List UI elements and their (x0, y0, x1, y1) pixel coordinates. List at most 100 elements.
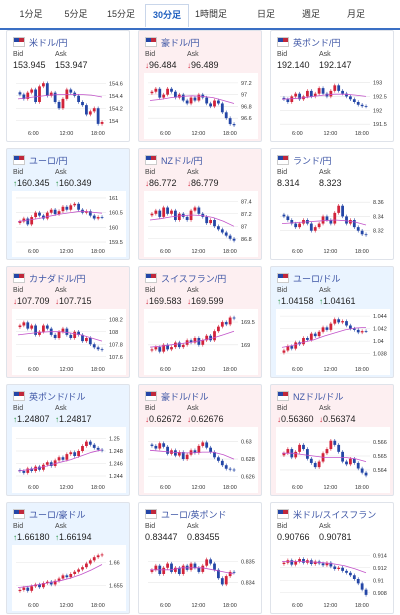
candle (18, 325, 22, 328)
pair-name[interactable]: カナダドル/円 (29, 273, 86, 284)
candle (364, 106, 368, 107)
pair-header[interactable]: スイスフラン/円 (145, 272, 226, 284)
pair-header[interactable]: NZドル/円 (145, 154, 203, 166)
price-chart[interactable]: 1.25 1.248 1.246 1.244 6:00 12:00 18:00 (12, 427, 126, 493)
pair-header[interactable]: ユーロ/英ポンド (145, 508, 227, 520)
pair-header[interactable]: ユーロ/ドル (277, 272, 341, 284)
pair-name[interactable]: ユーロ/ドル (293, 273, 341, 284)
pair-name[interactable]: NZドル/円 (161, 155, 203, 166)
candle (282, 453, 286, 456)
pair-name[interactable]: 米ドル/円 (29, 37, 68, 48)
pair-header[interactable]: カナダドル/円 (13, 272, 86, 284)
bid-value: 192.140 (277, 60, 310, 70)
up-arrow-icon: ↑ (55, 533, 59, 542)
price-chart[interactable]: 0.835 0.834 6:00 12:00 18:00 (144, 545, 258, 611)
pair-name[interactable]: 英ポンド/円 (293, 37, 341, 48)
candle (26, 322, 30, 329)
rate-card[interactable]: 米ドル/円 Bid Ask 153.945 153.947 154.6 154.4 154.2… (6, 30, 130, 142)
bid-label: Bid (13, 169, 24, 176)
candle (162, 443, 166, 447)
price-chart[interactable]: 154.6 154.4 154.2 154 6:00 12:00 18:00 (12, 73, 126, 139)
pair-header[interactable]: ユーロ/豪ドル (13, 508, 86, 520)
y-tick-label: 154 (109, 119, 118, 125)
tab-8[interactable]: 月足 (346, 9, 365, 19)
up-arrow-icon: ↑ (13, 533, 17, 542)
y-tick-label: 0.63 (241, 440, 252, 446)
tab-7[interactable]: 週足 (301, 9, 320, 19)
tab-1[interactable]: 1分足 (19, 9, 43, 19)
price-chart[interactable]: 0.566 0.565 0.564 6:00 12:00 18:00 (276, 427, 390, 493)
tab-5[interactable]: 1時間足 (194, 9, 227, 19)
candle (309, 458, 313, 463)
rate-card[interactable]: ユーロ/ドル Bid Ask ↑1.04158 ↑1.04161 1.044 1.042 1.… (270, 266, 394, 378)
ask-label: Ask (187, 169, 199, 176)
rate-card[interactable]: カナダドル/円 Bid Ask ↓107.709 ↓107.715 108.2 108 107… (6, 266, 130, 378)
bid-label: Bid (145, 523, 156, 530)
price-chart[interactable]: 87.4 87.2 87 86.8 6:00 12:00 18:00 (144, 191, 258, 257)
rate-card[interactable]: ユーロ/円 Bid Ask ↑160.345 ↑160.349 161 160.5 160 15… (6, 148, 130, 260)
pair-name[interactable]: ユーロ/豪ドル (29, 509, 86, 520)
rate-card[interactable]: 英ポンド/ドル Bid Ask ↑1.24807 ↑1.24817 1.25 1.248 1.… (6, 384, 130, 496)
price-chart[interactable]: 161 160.5 160 159.5 6:00 12:00 18:00 (12, 191, 126, 257)
pair-name[interactable]: ユーロ/英ポンド (161, 509, 227, 520)
rate-card[interactable]: NZドル/ドル Bid Ask ↓0.56360 ↓0.56374 0.566 0.565 0… (270, 384, 394, 496)
price-chart[interactable]: 0.914 0.912 0.91 0.908 6:00 12:00 18:00 (276, 545, 390, 611)
pair-header[interactable]: 豪ドル/ドル (145, 390, 209, 402)
price-chart[interactable]: 1.66 1.655 6:00 12:00 18:00 (12, 545, 126, 611)
price-chart[interactable]: 108.2 108 107.8 107.6 6:00 12:00 18:00 (12, 309, 126, 375)
pair-name[interactable]: ユーロ/円 (29, 155, 68, 166)
candle (294, 93, 298, 97)
pair-header[interactable]: 英ポンド/円 (277, 36, 341, 48)
price-chart[interactable]: 193 192.5 192 191.5 6:00 12:00 18:00 (276, 73, 390, 139)
candle (177, 567, 181, 574)
bid-price: ↓96.484 (145, 60, 177, 70)
pair-header[interactable]: 英ポンド/ドル (13, 390, 86, 402)
price-chart[interactable]: 8.36 8.34 8.32 6:00 12:00 18:00 (276, 191, 390, 257)
x-tick-label: 18:00 (91, 485, 105, 491)
pair-header[interactable]: NZドル/ドル (277, 390, 344, 402)
pair-name[interactable]: 米ドル/スイスフラン (293, 509, 377, 520)
rate-card[interactable]: 米ドル/スイスフラン Bid Ask 0.90766 0.90781 0.914 0.912… (270, 502, 394, 614)
price-chart[interactable]: 97.2 97 96.8 96.6 6:00 12:00 18:00 (144, 73, 258, 139)
y-tick-label: 0.912 (373, 566, 387, 572)
pair-header[interactable]: 米ドル/円 (13, 36, 68, 48)
rate-card[interactable]: ランド/円 Bid Ask 8.314 8.323 8.36 8.34 8.32 6:00 12:… (270, 148, 394, 260)
candle (158, 210, 162, 217)
rate-card[interactable]: 豪ドル/円 Bid Ask ↓96.484 ↓96.489 97.2 97 96.8 96.6 6… (138, 30, 262, 142)
price-chart[interactable]: 0.63 0.628 0.626 6:00 12:00 18:00 (144, 427, 258, 493)
bid-value: 96.484 (149, 60, 177, 70)
candle (42, 583, 45, 588)
tab-2[interactable]: 5分足 (64, 9, 88, 19)
pair-name[interactable]: 英ポンド/ドル (29, 391, 86, 402)
bid-value: 1.24807 (17, 414, 50, 424)
rate-card[interactable]: 英ポンド/円 Bid Ask 192.140 192.147 193 192.5 192 191… (270, 30, 394, 142)
candle (61, 206, 65, 212)
tab-3[interactable]: 15分足 (106, 9, 135, 19)
y-tick-label: 1.042 (373, 327, 387, 333)
pair-name[interactable]: ランド/円 (293, 155, 332, 166)
candle (228, 118, 232, 125)
pair-header[interactable]: ユーロ/円 (13, 154, 68, 166)
pair-header[interactable]: 豪ドル/円 (145, 36, 200, 48)
pair-name[interactable]: 豪ドル/ドル (161, 391, 209, 402)
tab-6[interactable]: 日足 (256, 9, 275, 19)
pair-name[interactable]: スイスフラン/円 (161, 273, 227, 284)
candle (61, 98, 65, 109)
rate-card[interactable]: NZドル/円 Bid Ask ↓86.772 ↓86.779 87.4 87.2 87 86.8… (138, 148, 262, 260)
tab-4[interactable]: 30分足 (145, 4, 189, 27)
currency-flag-icon (145, 155, 157, 165)
candle (22, 322, 26, 326)
candle (81, 102, 84, 106)
candle (154, 565, 158, 570)
pair-name[interactable]: NZドル/ドル (293, 391, 344, 402)
pair-header[interactable]: 米ドル/スイスフラン (277, 508, 376, 520)
pair-header[interactable]: ランド/円 (277, 154, 332, 166)
rate-card[interactable]: 豪ドル/ドル Bid Ask ↓0.62672 ↓0.62676 0.63 0.628 0.6… (138, 384, 262, 496)
price-chart[interactable]: 169.5 169 6:00 12:00 18:00 (144, 309, 258, 375)
rate-card[interactable]: ユーロ/豪ドル Bid Ask ↑1.66180 ↑1.66194 1.66 1.655 6:… (6, 502, 130, 614)
price-chart[interactable]: 1.044 1.042 1.04 1.038 6:00 12:00 18:00 (276, 309, 390, 375)
pair-name[interactable]: 豪ドル/円 (161, 37, 200, 48)
rate-card[interactable]: スイスフラン/円 Bid Ask ↓169.583 ↓169.599 169.5 169 6:… (138, 266, 262, 378)
ask-price: 192.147 (319, 60, 352, 70)
rate-card[interactable]: ユーロ/英ポンド Bid Ask 0.83447 0.83455 0.835 0.834 6:… (138, 502, 262, 614)
